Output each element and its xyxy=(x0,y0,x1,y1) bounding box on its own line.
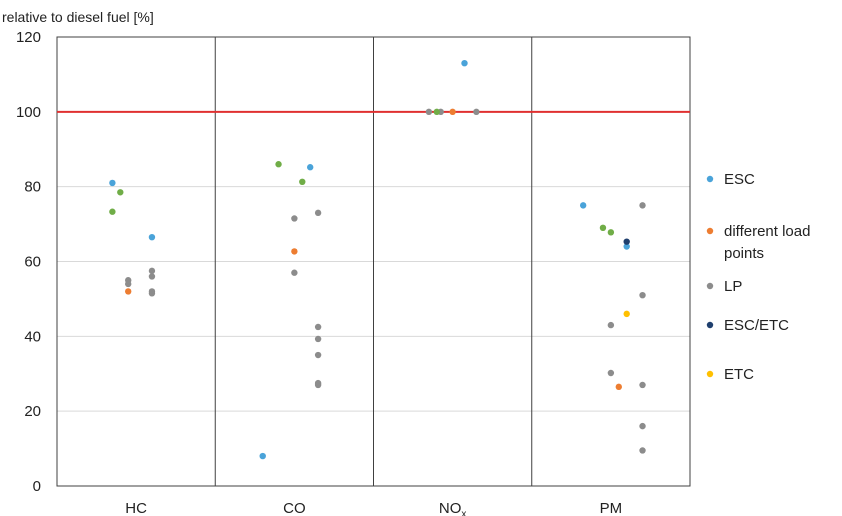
y-tick-label: 100 xyxy=(16,104,41,121)
data-point-series-2 xyxy=(291,215,298,222)
legend-marker xyxy=(706,370,714,378)
y-tick-labels: 0 20 40 60 80 100 120 xyxy=(16,29,41,495)
legend-label: LP xyxy=(724,278,742,295)
x-tick-label-text: CO xyxy=(283,500,306,516)
data-point-series-2 xyxy=(425,108,433,116)
x-tick-label-text: NO xyxy=(439,500,462,516)
data-point-series-0 xyxy=(259,452,266,460)
data-point-series-1 xyxy=(291,248,298,255)
data-point-series-2 xyxy=(607,369,615,377)
data-point-series-2 xyxy=(639,422,646,430)
y-tick-label: 120 xyxy=(16,29,41,46)
x-tick-label-text: HC xyxy=(125,500,147,516)
data-points xyxy=(109,59,646,460)
data-point-series-2 xyxy=(148,273,156,280)
data-point-series-2 xyxy=(639,381,646,389)
data-point-series-0 xyxy=(579,202,587,209)
data-point-series-5 xyxy=(109,208,116,215)
y-axis-title: relative to diesel fuel [%] xyxy=(2,9,154,25)
x-tick-label-text: PM xyxy=(600,500,623,516)
data-point-series-2 xyxy=(291,269,298,276)
legend-marker xyxy=(706,321,714,329)
x-tick-label: PM xyxy=(600,500,623,516)
x-tick-label: HC xyxy=(125,500,147,516)
data-point-series-0 xyxy=(461,59,468,67)
y-tick-label: 60 xyxy=(24,254,41,271)
data-point-series-0 xyxy=(307,164,314,171)
data-point-series-5 xyxy=(117,189,124,196)
data-point-series-2 xyxy=(639,447,646,454)
legend-marker xyxy=(706,227,714,235)
legend-label: ETC xyxy=(724,366,754,383)
data-point-series-2 xyxy=(314,209,322,217)
legend-marker xyxy=(706,175,714,183)
legend-label: ESC/ETC xyxy=(724,317,789,334)
x-tick-label: CO xyxy=(283,500,306,516)
y-tick-label: 40 xyxy=(24,328,41,345)
data-point-series-3 xyxy=(623,238,630,245)
data-point-series-2 xyxy=(125,280,132,288)
x-tick-label-subscript: x xyxy=(461,509,466,516)
data-point-series-1 xyxy=(449,108,456,116)
data-point-series-4 xyxy=(623,310,630,318)
data-point-series-1 xyxy=(615,383,622,391)
y-tick-label: 20 xyxy=(24,403,41,420)
data-point-series-2 xyxy=(314,351,322,359)
data-point-series-5 xyxy=(433,108,440,116)
data-point-series-2 xyxy=(314,381,322,389)
legend: ESC different load points LP ESC/ETC ETC xyxy=(706,171,810,383)
data-point-series-2 xyxy=(639,291,646,299)
data-point-series-5 xyxy=(275,161,282,168)
data-point-series-2 xyxy=(148,290,156,297)
legend-label: ESC xyxy=(724,171,755,188)
data-point-series-5 xyxy=(299,178,306,186)
data-point-series-1 xyxy=(125,288,132,295)
legend-marker xyxy=(706,282,714,290)
legend-label: different load points xyxy=(724,223,810,262)
y-tick-label: 0 xyxy=(33,478,41,495)
data-point-series-2 xyxy=(314,323,322,331)
x-tick-label: NOx xyxy=(439,500,467,516)
data-point-series-2 xyxy=(639,202,646,209)
data-point-series-2 xyxy=(148,267,156,275)
data-point-series-2 xyxy=(607,321,615,329)
data-point-series-5 xyxy=(607,229,615,236)
x-tick-labels: HC CO NOx PM xyxy=(125,500,622,516)
data-point-series-0 xyxy=(109,179,116,187)
data-point-series-2 xyxy=(314,335,322,343)
y-tick-label: 80 xyxy=(24,179,41,196)
data-point-series-2 xyxy=(473,108,480,116)
data-point-series-5 xyxy=(599,224,607,232)
data-point-series-0 xyxy=(623,243,630,250)
data-point-series-0 xyxy=(148,233,156,241)
